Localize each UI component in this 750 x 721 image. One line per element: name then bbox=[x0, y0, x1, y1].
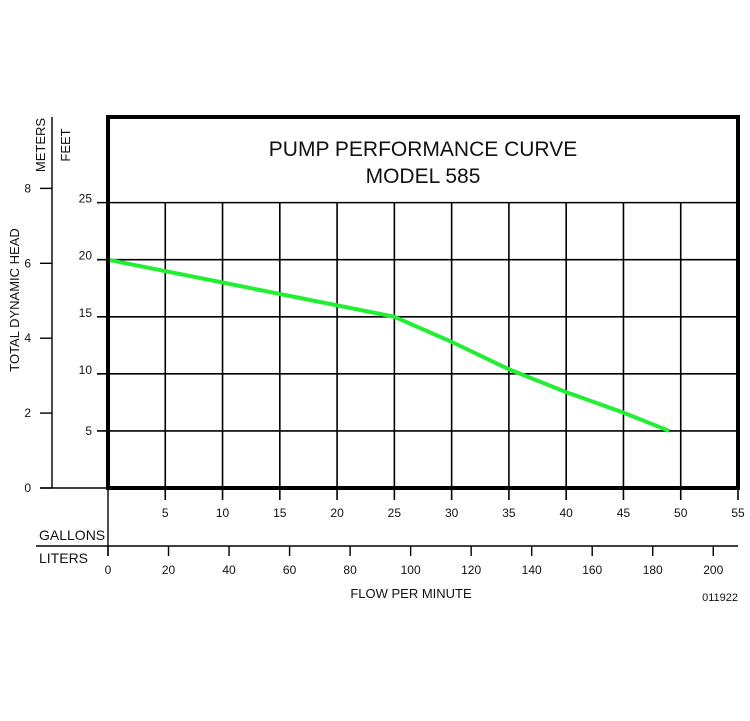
tick-label-gallons: 40 bbox=[560, 506, 574, 520]
tick-label-liters: 100 bbox=[401, 563, 421, 577]
meters-unit-label: METERS bbox=[33, 118, 48, 173]
tick-label-meters: 8 bbox=[24, 181, 31, 195]
tick-label-feet: 20 bbox=[79, 249, 93, 263]
tick-label-liters: 180 bbox=[643, 563, 663, 577]
tick-label-liters: 120 bbox=[461, 563, 481, 577]
tick-label-gallons: 45 bbox=[617, 506, 631, 520]
x-axis-label: FLOW PER MINUTE bbox=[350, 586, 472, 601]
tick-label-gallons: 5 bbox=[162, 506, 169, 520]
tick-label-gallons: 15 bbox=[273, 506, 287, 520]
tick-label-gallons: 50 bbox=[674, 506, 688, 520]
tick-label-gallons: 55 bbox=[731, 506, 745, 520]
tick-label-meters: 2 bbox=[24, 406, 31, 420]
grid bbox=[97, 201, 738, 488]
chart-code: 011922 bbox=[702, 592, 738, 604]
tick-label-feet: 15 bbox=[79, 306, 93, 320]
tick-label-gallons: 30 bbox=[445, 506, 459, 520]
tick-label-feet: 5 bbox=[85, 424, 92, 438]
tick-label-meters: 0 bbox=[24, 481, 31, 495]
tick-label-gallons: 20 bbox=[330, 506, 344, 520]
chart-subtitle: MODEL 585 bbox=[366, 165, 481, 188]
tick-label-liters: 80 bbox=[343, 563, 357, 577]
tick-label-liters: 40 bbox=[222, 563, 236, 577]
tick-label-liters: 200 bbox=[703, 563, 723, 577]
liters-unit-label: LITERS bbox=[39, 550, 88, 566]
tick-label-liters: 20 bbox=[162, 563, 176, 577]
chart-title: PUMP PERFORMANCE CURVE bbox=[269, 138, 577, 161]
tick-label-meters: 6 bbox=[24, 256, 31, 270]
y-axis-label: TOTAL DYNAMIC HEAD bbox=[7, 228, 22, 372]
tick-label-feet: 10 bbox=[79, 363, 93, 377]
plot-frame bbox=[106, 115, 740, 490]
tick-label-liters: 0 bbox=[105, 563, 112, 577]
axes: 5 10 15 20 25 0 2 4 6 8 5 10 15 20 25 30 35 40 45 50 55 0 20 40… bbox=[24, 117, 745, 577]
tick-label-liters: 160 bbox=[582, 563, 602, 577]
tick-label-meters: 4 bbox=[24, 331, 31, 345]
tick-label-feet: 25 bbox=[79, 192, 93, 206]
tick-label-liters: 140 bbox=[522, 563, 542, 577]
tick-label-gallons: 35 bbox=[502, 506, 516, 520]
tick-label-gallons: 25 bbox=[388, 506, 402, 520]
tick-label-gallons: 10 bbox=[216, 506, 230, 520]
gallons-unit-label: GALLONS bbox=[39, 527, 105, 543]
performance-curve bbox=[107, 257, 671, 433]
tick-label-liters: 60 bbox=[283, 563, 297, 577]
feet-unit-label: FEET bbox=[58, 128, 73, 161]
